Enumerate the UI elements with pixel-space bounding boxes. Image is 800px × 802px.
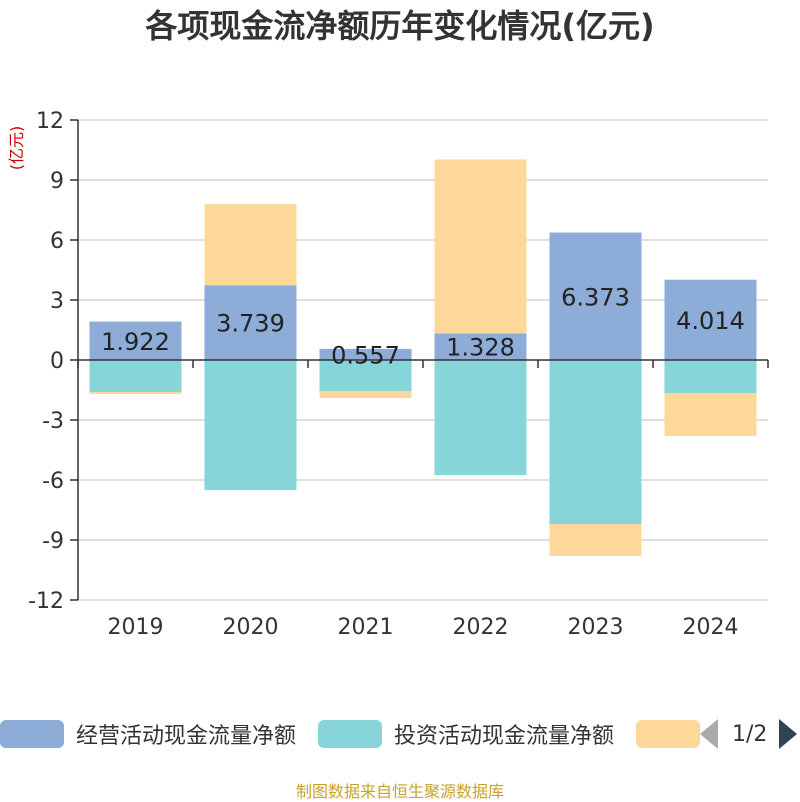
legend-item-third-series[interactable] xyxy=(636,720,712,748)
data-label-2022: 1.328 xyxy=(446,334,515,362)
source-note: 制图数据来自恒生聚源数据库 xyxy=(295,782,504,801)
bar-2021-series-1[interactable] xyxy=(319,360,412,391)
bar-2019-series-1[interactable] xyxy=(89,360,182,392)
legend-label-investing: 投资活动现金流量净额 xyxy=(394,724,615,749)
data-label-2020: 3.739 xyxy=(216,310,285,338)
legend-page-indicator: 1/2 xyxy=(732,721,768,747)
legend: 经营活动现金流量净额 投资活动现金流量净额 xyxy=(0,716,734,752)
data-label-2023: 6.373 xyxy=(561,283,630,311)
legend-swatch-investing xyxy=(318,720,383,748)
bar-2022-series-2[interactable] xyxy=(434,159,527,334)
y-tick-label: -3 xyxy=(42,409,64,434)
bar-2020-series-0[interactable] xyxy=(204,285,297,360)
legend-pager: 1/2 xyxy=(700,716,798,752)
bar-2022-series-1[interactable] xyxy=(434,360,527,475)
y-tick-label: 6 xyxy=(50,229,64,254)
bar-2020-series-2[interactable] xyxy=(204,204,297,286)
bar-2019-series-2[interactable] xyxy=(89,392,182,394)
y-tick-label: -9 xyxy=(42,529,64,554)
legend-item-investing[interactable]: 投资活动现金流量净额 xyxy=(318,718,614,750)
data-label-2021: 0.557 xyxy=(331,341,400,369)
x-tick-label-2021: 2021 xyxy=(338,615,394,640)
y-axis-label: (亿元) xyxy=(7,126,26,171)
legend-swatch-operating xyxy=(0,720,64,748)
y-tick-label: -12 xyxy=(28,589,64,614)
data-label-2019: 1.922 xyxy=(101,328,170,356)
bar-2024-series-1[interactable] xyxy=(664,360,757,393)
chart-title: 各项现金流净额历年变化情况(亿元) xyxy=(145,7,655,45)
y-tick-label: 12 xyxy=(36,109,64,134)
legend-next-arrow-icon[interactable] xyxy=(779,719,798,749)
legend-swatch-third-series xyxy=(636,720,701,748)
y-tick-label: 0 xyxy=(50,349,64,374)
bar-2024-series-2[interactable] xyxy=(664,393,757,436)
y-tick-label: 9 xyxy=(50,169,64,194)
bar-2019-series-0[interactable] xyxy=(89,321,182,360)
data-label-2024: 4.014 xyxy=(676,307,745,335)
bar-2021-series-2[interactable] xyxy=(319,391,412,398)
x-tick-label-2024: 2024 xyxy=(683,615,739,640)
x-tick-label-2022: 2022 xyxy=(453,615,509,640)
legend-prev-arrow-icon[interactable] xyxy=(700,719,718,749)
x-tick-label-2023: 2023 xyxy=(568,615,624,640)
legend-item-operating[interactable]: 经营活动现金流量净额 xyxy=(0,718,296,750)
bar-2024-series-0[interactable] xyxy=(664,279,757,360)
bar-2023-series-1[interactable] xyxy=(549,360,642,524)
bar-2023-series-2[interactable] xyxy=(549,524,642,556)
x-tick-label-2019: 2019 xyxy=(108,615,164,640)
y-tick-label: -6 xyxy=(42,469,64,494)
legend-label-operating: 经营活动现金流量净额 xyxy=(76,724,297,749)
bar-2020-series-1[interactable] xyxy=(204,360,297,490)
y-tick-label: 3 xyxy=(50,289,64,314)
bar-2023-series-0[interactable] xyxy=(549,232,642,360)
bar-2021-series-0[interactable] xyxy=(319,348,412,360)
bar-2022-series-0[interactable] xyxy=(434,333,527,360)
x-tick-label-2020: 2020 xyxy=(223,615,279,640)
